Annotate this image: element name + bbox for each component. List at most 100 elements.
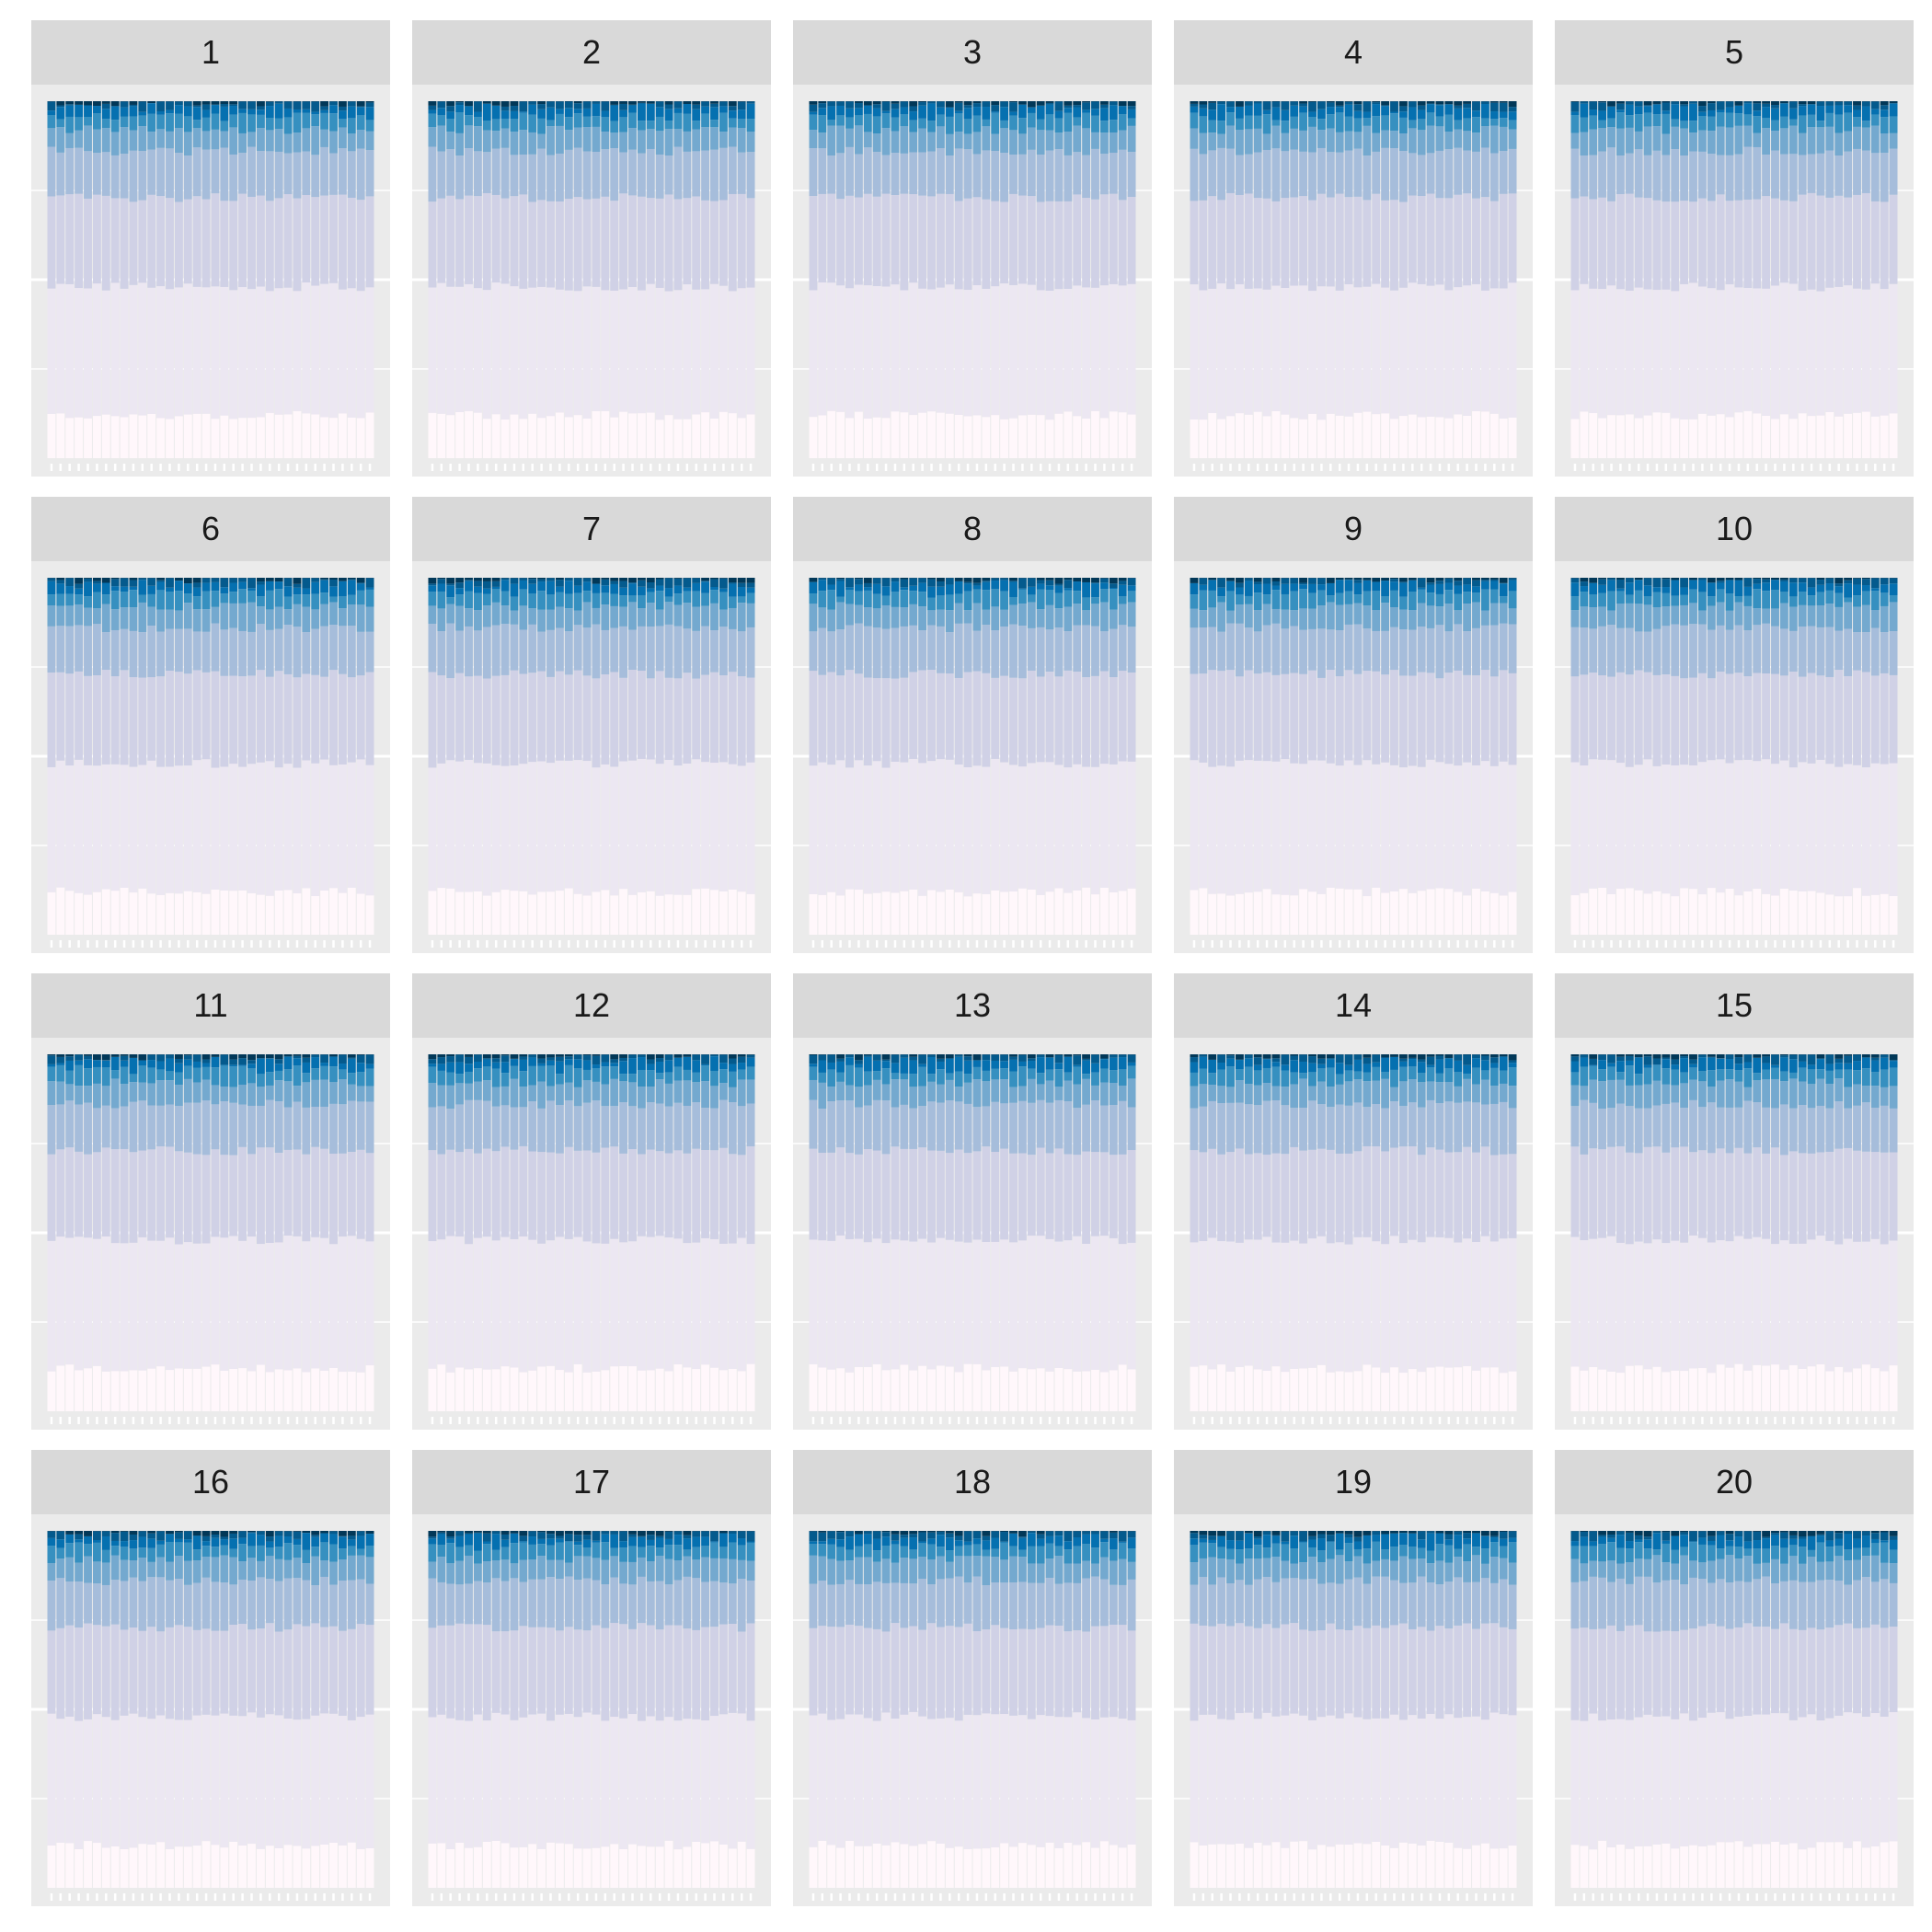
bar-segment <box>845 288 854 419</box>
bar-stack <box>174 578 183 935</box>
bar-segment <box>465 1056 473 1064</box>
bar-segment <box>1199 762 1208 889</box>
bar-segment <box>500 283 510 420</box>
bar-segment <box>356 130 365 149</box>
bar-segment <box>673 626 683 679</box>
bar-segment <box>211 581 220 592</box>
bar-stack <box>1317 578 1326 935</box>
bar-segment <box>1244 193 1253 289</box>
bar-segment <box>510 670 519 766</box>
bar-segment <box>809 604 818 632</box>
bar-segment <box>1725 763 1734 889</box>
bar-segment <box>1662 626 1671 675</box>
bar-segment <box>174 101 183 106</box>
bar-stack <box>936 578 945 935</box>
bar-segment <box>500 1236 510 1367</box>
bar-segment <box>84 288 92 419</box>
bar-segment <box>1816 415 1825 458</box>
bar-segment <box>465 1148 473 1245</box>
bar-segment <box>293 587 302 595</box>
bar-segment <box>1697 894 1707 935</box>
bar-segment <box>1844 101 1853 106</box>
bar-segment <box>129 101 138 105</box>
bar-segment <box>92 106 101 114</box>
bar-segment <box>1408 892 1417 935</box>
bar-segment <box>1625 127 1634 154</box>
bar-segment <box>256 109 265 115</box>
bar-segment <box>1734 125 1743 155</box>
bar-segment <box>637 196 646 291</box>
bar-segment <box>1235 594 1244 605</box>
bar-segment <box>1262 416 1271 458</box>
bar-stack <box>854 1054 863 1411</box>
bar-stack <box>356 101 365 458</box>
bar-segment <box>1299 196 1308 286</box>
bar-segment <box>156 129 166 148</box>
bar-segment <box>1190 128 1199 149</box>
bar-segment <box>1118 114 1127 131</box>
bar-segment <box>101 670 110 765</box>
bar-segment <box>347 579 356 581</box>
bar-segment <box>1499 623 1508 671</box>
bar-segment <box>329 282 338 419</box>
bar-segment <box>619 101 628 104</box>
bar-segment <box>1054 888 1064 935</box>
bar-segment <box>1235 101 1244 107</box>
bar-stack <box>1607 101 1616 458</box>
bar-segment <box>1680 128 1689 156</box>
bar-segment <box>347 1236 356 1372</box>
bar-segment <box>101 889 110 935</box>
bar-segment <box>918 118 927 129</box>
bar-segment <box>1643 155 1652 199</box>
bar-segment <box>47 1066 56 1082</box>
bar-segment <box>293 677 302 768</box>
bar-stack <box>746 1054 755 1411</box>
bar-segment <box>1570 596 1580 611</box>
bar-segment <box>872 892 881 935</box>
bar-segment <box>256 114 265 129</box>
bar-stack <box>1743 101 1753 458</box>
bar-segment <box>56 1149 65 1237</box>
bar-segment <box>1825 578 1834 584</box>
bar-segment <box>1290 895 1299 935</box>
bar-segment <box>692 1148 701 1243</box>
bar-segment <box>1127 196 1136 284</box>
bar-segment <box>1889 895 1898 935</box>
bar-segment <box>573 291 582 416</box>
bar-segment <box>120 592 129 608</box>
bar-segment <box>728 607 737 629</box>
bar-segment <box>1472 765 1480 889</box>
bar-segment <box>110 106 120 121</box>
bar-segment <box>1480 578 1489 581</box>
bar-stack <box>845 101 854 458</box>
bar-segment <box>818 591 827 608</box>
bar-segment <box>918 1064 927 1067</box>
bar-segment <box>872 1363 881 1411</box>
bar-segment <box>1091 583 1099 598</box>
bar-segment <box>628 760 637 895</box>
bar-segment <box>519 1054 528 1057</box>
bar-segment <box>238 193 247 288</box>
bar-segment <box>491 1068 500 1087</box>
bar-segment <box>238 112 247 133</box>
bar-segment <box>881 891 891 935</box>
bar-segment <box>1118 671 1127 762</box>
bar-segment <box>446 585 455 598</box>
bar-segment <box>482 1100 491 1149</box>
bar-stack <box>1381 578 1390 935</box>
bar-segment <box>1489 892 1499 935</box>
bar-segment <box>101 1060 110 1068</box>
bar-segment <box>900 114 909 127</box>
facet-strip-label: 13 <box>953 986 992 1024</box>
bar-segment <box>1861 121 1870 128</box>
bar-segment <box>746 119 755 132</box>
bar-segment <box>719 1099 728 1148</box>
bar-segment <box>863 590 872 608</box>
bar-segment <box>673 1364 683 1411</box>
bar-segment <box>1244 670 1253 761</box>
bar-segment <box>582 895 592 935</box>
bar-segment <box>1880 415 1889 458</box>
bar-segment <box>1779 578 1788 580</box>
bar-segment <box>1299 101 1308 104</box>
bar-segment <box>528 1151 537 1240</box>
